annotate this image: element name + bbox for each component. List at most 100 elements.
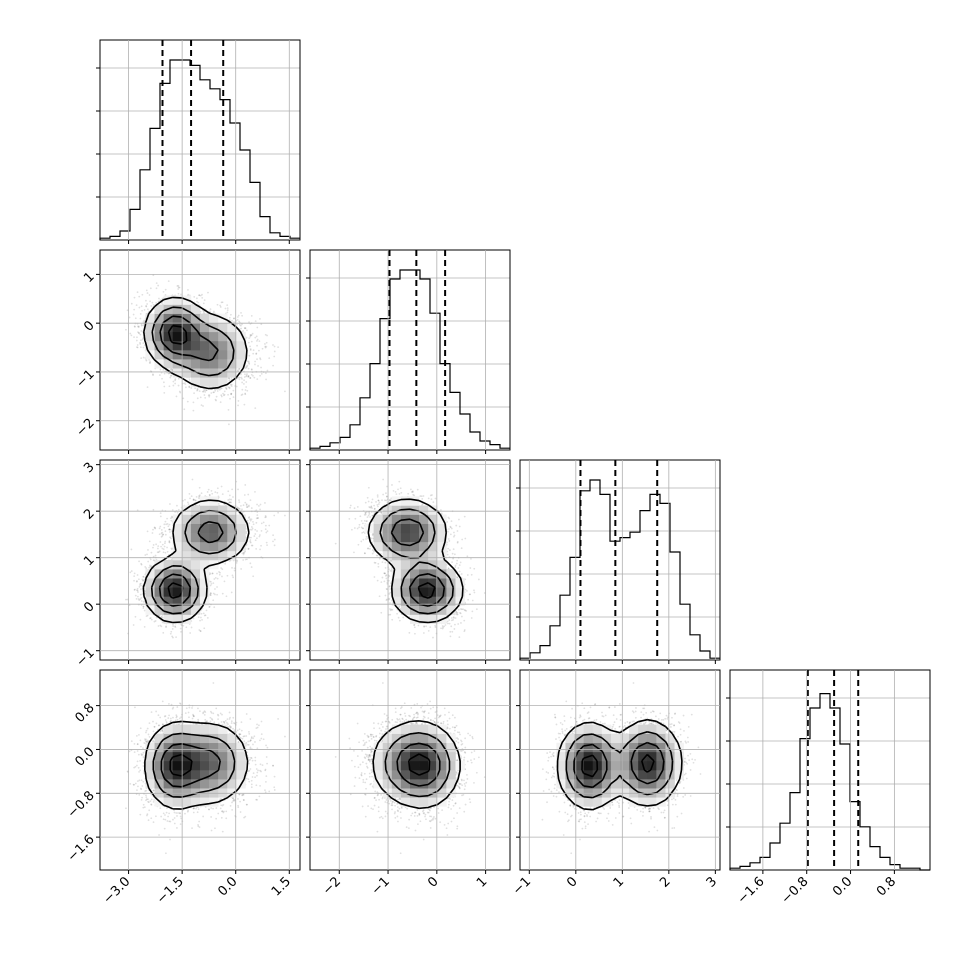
- sample-point: [172, 380, 175, 383]
- sample-point: [209, 308, 212, 311]
- sample-point: [130, 548, 133, 551]
- density-cell: [209, 350, 219, 360]
- sample-point: [145, 305, 148, 308]
- sample-point: [260, 366, 262, 369]
- panel-frame: [519, 459, 721, 661]
- sample-point: [179, 391, 182, 394]
- sample-point: [236, 506, 239, 509]
- sample-point: [259, 318, 261, 320]
- sample-point: [237, 404, 239, 407]
- density-cell: [163, 295, 174, 305]
- sample-point: [238, 501, 241, 503]
- sample-point: [152, 373, 154, 376]
- density-contour: [151, 306, 235, 377]
- sample-point: [259, 358, 262, 361]
- sample-point: [169, 376, 172, 379]
- density-cell: [172, 322, 183, 333]
- sample-point: [248, 362, 250, 364]
- sample-point: [204, 388, 206, 391]
- sample-point: [249, 518, 251, 521]
- sample-point: [198, 294, 201, 297]
- sample-point: [245, 386, 248, 388]
- density-cell: [154, 350, 164, 360]
- sample-point: [158, 297, 160, 300]
- sample-point: [228, 386, 231, 389]
- sample-point: [238, 376, 241, 379]
- x-tick-label: 0.8: [874, 874, 899, 899]
- sample-point: [230, 385, 233, 388]
- sample-point: [125, 328, 127, 331]
- sample-point: [246, 360, 249, 363]
- sample-point: [149, 360, 152, 363]
- sample-point: [202, 302, 205, 305]
- sample-point: [162, 368, 165, 371]
- sample-point: [214, 389, 217, 392]
- sample-point: [145, 359, 148, 362]
- sample-point: [220, 394, 223, 397]
- density-cell: [154, 313, 164, 324]
- sample-point: [161, 377, 163, 380]
- sample-point: [252, 375, 254, 377]
- sample-point: [268, 524, 271, 527]
- sample-point: [159, 299, 162, 302]
- sample-point: [264, 346, 267, 349]
- y-tick-label: −1: [73, 367, 97, 391]
- sample-point: [227, 377, 230, 380]
- sample-point: [159, 368, 162, 371]
- density-cell: [154, 340, 164, 351]
- sample-point: [243, 327, 246, 329]
- sample-point: [170, 368, 173, 371]
- sample-point: [228, 387, 231, 390]
- sample-point: [207, 394, 210, 397]
- sample-point: [227, 393, 229, 396]
- sample-point: [192, 401, 195, 404]
- sample-point: [187, 288, 189, 291]
- sample-point: [175, 395, 178, 398]
- sample-point: [151, 301, 154, 304]
- sample-point: [205, 389, 208, 392]
- density-cell: [218, 359, 228, 369]
- sample-point: [199, 294, 202, 297]
- sample-point: [246, 329, 248, 332]
- histogram-panel-2: [516, 459, 721, 661]
- sample-point: [233, 321, 235, 323]
- density-cell: [163, 331, 174, 342]
- sample-point: [272, 534, 274, 537]
- density-cell: [181, 359, 192, 369]
- sample-point: [232, 389, 235, 392]
- sample-point: [200, 404, 203, 407]
- sample-point: [219, 401, 222, 404]
- sample-point: [126, 309, 129, 312]
- sample-point: [201, 390, 204, 393]
- density-cell: [181, 313, 192, 324]
- density-cell: [200, 368, 210, 378]
- sample-point: [220, 301, 223, 304]
- sample-point: [225, 387, 228, 390]
- sample-point: [231, 319, 233, 322]
- sample-point: [244, 327, 247, 330]
- sample-point: [135, 304, 138, 307]
- sample-point: [150, 305, 153, 307]
- sample-point: [240, 327, 243, 330]
- density-cell: [172, 295, 183, 305]
- sample-point: [239, 324, 242, 327]
- density-cell: [200, 377, 210, 387]
- sample-point: [199, 396, 202, 399]
- sample-point: [202, 390, 205, 393]
- sample-point: [241, 323, 243, 326]
- sample-point: [250, 369, 253, 371]
- density-content: [125, 274, 286, 426]
- sample-point: [177, 292, 180, 295]
- density-contour: [167, 324, 188, 345]
- sample-point: [139, 583, 141, 586]
- sample-point: [224, 386, 227, 389]
- sample-point: [168, 528, 171, 531]
- sample-point: [249, 334, 252, 336]
- sample-point: [155, 287, 158, 290]
- sample-point: [178, 390, 181, 393]
- sample-point: [265, 341, 268, 344]
- density-content: [125, 478, 286, 639]
- sample-point: [247, 375, 250, 377]
- sample-point: [195, 297, 198, 300]
- panel-frame: [309, 249, 511, 451]
